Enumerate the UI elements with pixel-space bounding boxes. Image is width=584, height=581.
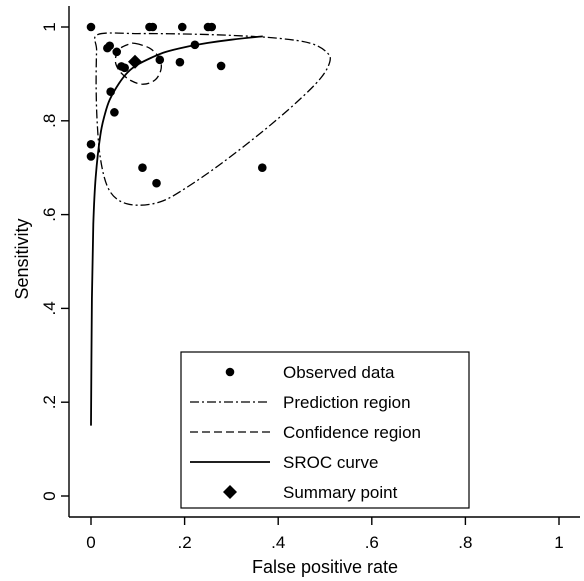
observed-point: [106, 87, 115, 97]
observed-point: [207, 22, 217, 32]
legend-label-confidence: Confidence region: [283, 423, 421, 442]
observed-point: [86, 139, 96, 149]
observed-point: [257, 163, 267, 172]
x-tick-label: 0: [86, 533, 95, 552]
legend: Observed data Prediction region Confidence…: [180, 351, 470, 509]
observed-point: [86, 22, 96, 32]
legend-symbol-summary: [223, 485, 237, 499]
legend-label-sroc: SROC curve: [283, 453, 378, 472]
y-tick-label: .6: [40, 208, 59, 222]
observed-point: [112, 47, 122, 57]
legend-label-summary: Summary point: [283, 483, 398, 502]
x-tick-label: 1: [554, 533, 563, 552]
y-tick-label: 0: [40, 491, 59, 500]
legend-label-observed: Observed data: [283, 363, 395, 382]
observed-point: [105, 41, 115, 51]
observed-point: [148, 22, 158, 32]
observed-point: [138, 163, 147, 172]
x-tick-label: .4: [271, 533, 285, 552]
x-axis-title: False positive rate: [252, 557, 398, 577]
x-tick-label: .6: [365, 533, 379, 552]
y-axis-title: Sensitivity: [12, 218, 32, 299]
y-tick-label: 1: [40, 22, 59, 31]
observed-point: [86, 152, 96, 161]
observed-point: [190, 40, 200, 50]
x-tick-label: .8: [458, 533, 472, 552]
observed-point: [120, 63, 129, 73]
y-tick-label: .8: [40, 114, 59, 128]
observed-point: [110, 108, 119, 117]
legend-label-prediction: Prediction region: [283, 393, 411, 412]
legend-box: [180, 351, 470, 509]
summary-point: [127, 54, 142, 69]
y-tick-label: .4: [40, 301, 59, 315]
legend-symbol-observed: [225, 367, 235, 377]
observed-point: [177, 22, 187, 32]
prediction-region: [94, 32, 331, 206]
x-tick-label: .2: [178, 533, 192, 552]
observed-point: [152, 178, 161, 188]
observed-point: [155, 55, 165, 65]
y-tick-label: .2: [40, 395, 59, 409]
observed-point: [216, 61, 226, 71]
observed-point: [175, 57, 185, 67]
